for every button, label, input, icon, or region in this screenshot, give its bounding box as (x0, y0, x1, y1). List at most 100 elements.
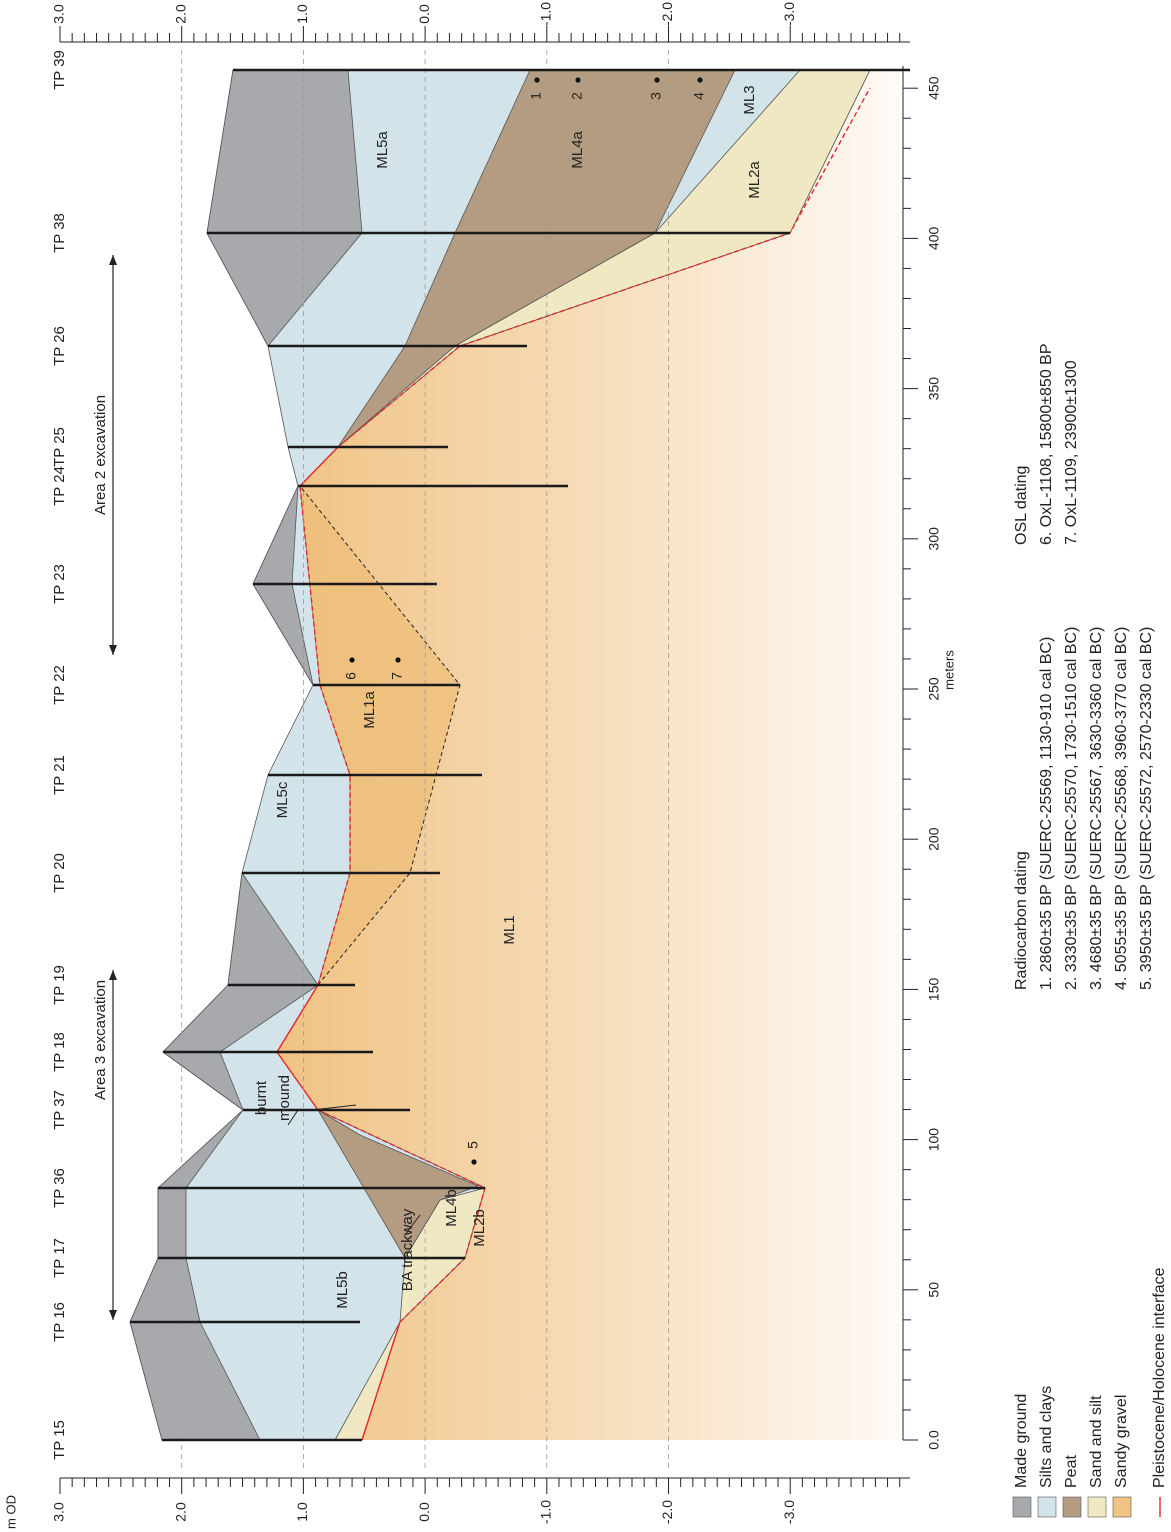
legend-heading: OSL dating (1013, 466, 1030, 545)
sample-point (534, 77, 540, 83)
elevation-tick-label: -2.0 (659, 2, 675, 26)
leader (287, 1109, 299, 1126)
test-pit-label: TP 25 (51, 427, 68, 467)
distance-tick-label: 400 (926, 227, 942, 251)
ml1a (300, 486, 460, 985)
distance-tick-label: 0.0 (926, 1430, 942, 1450)
test-pit-label: TP 15 (51, 1420, 68, 1460)
distance-tick-label: 300 (926, 527, 942, 551)
test-pit-label: TP 36 (51, 1168, 68, 1208)
test-pit-label: TP 23 (51, 564, 68, 604)
legend-label: Sand and silt (1088, 1395, 1105, 1488)
layer-label: ML2b (471, 1209, 488, 1247)
elevation-tick-label: -1.0 (538, 2, 554, 26)
test-pit-label: TP 39 (51, 50, 68, 90)
radiocarbon-item: 5. 3950±35 BP (SUERC-25572, 2570-2330 ca… (1138, 627, 1155, 990)
sample-label: 5 (465, 1141, 481, 1149)
interface (317, 1109, 486, 1323)
legend-swatch (1087, 1496, 1107, 1518)
distance-tick-label: 200 (926, 827, 942, 851)
elevation-tick-label: -3.0 (781, 2, 797, 26)
sample-label: 3 (648, 92, 664, 100)
test-pit-label: TP 22 (51, 665, 68, 705)
layer-label: ML2a (746, 161, 763, 199)
radiocarbon-item: 2. 3330±35 BP (SUERC-25570, 1730-1510 ca… (1063, 627, 1080, 990)
sample-point (697, 77, 703, 83)
peat (337, 69, 736, 448)
sample-point (395, 657, 401, 663)
leader (404, 1214, 421, 1236)
radiocarbon-item: 4. 5055±35 BP (SUERC-25568, 3960-3770 ca… (1113, 627, 1130, 990)
sample-point (654, 77, 660, 83)
layer-label: ML3 (741, 85, 758, 114)
layer-label: ML4a (569, 131, 586, 169)
distance-tick-label: 350 (926, 377, 942, 401)
elevation-tick-label: 3.0 (51, 1502, 67, 1522)
sandy-gravel (277, 70, 900, 1440)
osl-item: 7. OxL-1109, 23900±1300 (1063, 360, 1080, 545)
layer-label: ML4b (443, 1189, 460, 1227)
test-pit-label: TP 24 (51, 466, 68, 506)
annotation: BA trackway (399, 1208, 416, 1291)
axis-unit: m OD (3, 1495, 18, 1529)
sample-label: 6 (343, 672, 359, 680)
elevation-tick-label: 2.0 (172, 1502, 188, 1522)
test-pit-label: TP 17 (51, 1238, 68, 1278)
axis-title: meters (941, 650, 956, 690)
test-pit-label: TP 38 (51, 213, 68, 253)
sample-label: 2 (569, 92, 585, 100)
osl-item: 6. OxL-1108, 15800±850 BP (1038, 343, 1055, 545)
elevation-tick-label: -3.0 (781, 1500, 797, 1524)
elevation-tick-label: 0.0 (416, 1502, 432, 1522)
annotation: burnt (253, 1080, 270, 1115)
elevation-tick-label: -2.0 (659, 1500, 675, 1524)
test-pit-label: TP 37 (51, 1090, 68, 1130)
legend-label: Made ground (1013, 1394, 1030, 1488)
distance-tick-label: 100 (926, 1128, 942, 1152)
test-pit-label: TP 19 (51, 965, 68, 1005)
interface (361, 1321, 401, 1441)
distance-tick-label: 250 (926, 677, 942, 701)
peat (317, 1109, 479, 1259)
legend-label: Pleistocene/Holocene interface (1151, 1267, 1168, 1488)
interface (337, 87, 871, 448)
test-pit-label: TP 21 (51, 755, 68, 795)
distance-tick-label: 150 (926, 978, 942, 1002)
sample-point (349, 657, 355, 663)
sample-label: 7 (389, 672, 405, 680)
made-ground (129, 1109, 261, 1441)
elevation-tick-label: -1.0 (538, 1500, 554, 1524)
elevation-tick-label: 2.0 (172, 4, 188, 24)
legend-swatch (1062, 1496, 1082, 1518)
test-pit-label: TP 18 (51, 1032, 68, 1072)
elevation-tick-label: 3.0 (51, 4, 67, 24)
elevation-tick-label: 1.0 (294, 4, 310, 24)
legend-swatch (1037, 1496, 1057, 1518)
interface (299, 485, 351, 986)
interface (299, 446, 339, 487)
distance-tick-label: 450 (926, 76, 942, 100)
distance-tick-label: 50 (926, 1282, 942, 1298)
excavation-label: Area 3 excavation (92, 980, 109, 1100)
layer-label: ML5b (334, 1271, 351, 1309)
sample-point (471, 1159, 477, 1165)
elevation-tick-label: 1.0 (294, 1502, 310, 1522)
boundary-dashed (299, 485, 461, 986)
radiocarbon-item: 3. 4680±35 BP (SUERC-25567, 3630-3360 ca… (1088, 627, 1105, 990)
layer-label: ML5a (374, 131, 391, 169)
test-pit-label: TP 26 (51, 326, 68, 366)
elevation-tick-label: 0.0 (416, 4, 432, 24)
excavation-label: Area 2 excavation (92, 395, 109, 515)
layer-label: ML5c (274, 781, 291, 818)
sample-label: 1 (528, 92, 544, 100)
legend-label: Peat (1063, 1455, 1080, 1488)
radiocarbon-item: 1. 2860±35 BP (SUERC-25569, 1130-910 cal… (1038, 637, 1055, 990)
legend-heading: Radiocarbon dating (1013, 851, 1030, 990)
legend-label: Silts and clays (1038, 1386, 1055, 1488)
legend-swatch (1012, 1496, 1032, 1518)
layer-label: ML1a (361, 691, 378, 729)
sample-label: 4 (691, 92, 707, 100)
test-pit-label: TP 20 (51, 853, 68, 893)
sample-point (575, 77, 581, 83)
